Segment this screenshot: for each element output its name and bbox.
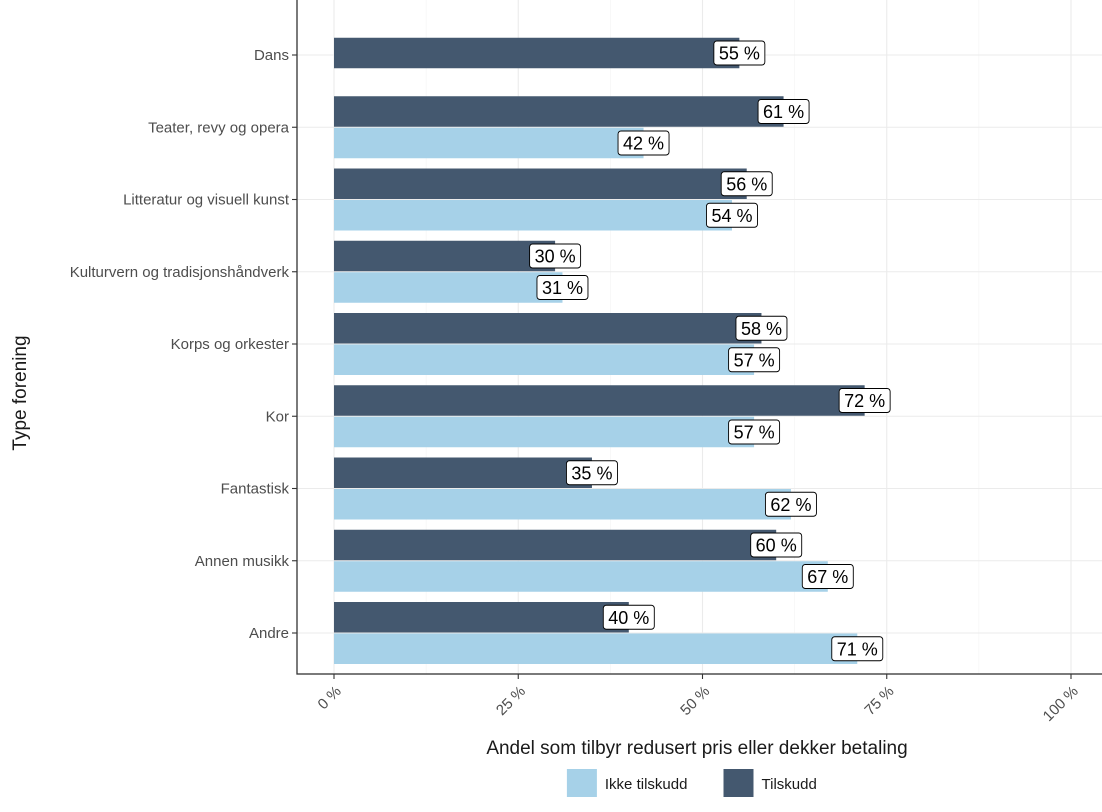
bar-tilskudd <box>334 37 740 69</box>
bar-tilskudd <box>334 457 592 488</box>
y-tick-label: Kor <box>266 408 289 425</box>
data-label-box <box>801 564 854 589</box>
legend-item: Ikke tilskudd <box>566 769 688 797</box>
x-tick-label: 100 % <box>1040 683 1082 725</box>
bar-ikke-tilskudd <box>334 200 732 231</box>
data-label-ikke-tilskudd: 62 % <box>764 491 817 517</box>
data-label-box <box>757 99 810 124</box>
data-label-text: 35 % <box>571 463 612 483</box>
bar-ikke-tilskudd <box>334 633 858 664</box>
legend-swatch <box>723 769 754 797</box>
data-label-text: 57 % <box>734 350 775 370</box>
data-label-tilskudd: 60 % <box>750 532 803 558</box>
x-axis-title: Andel som tilbyr redusert pris eller dek… <box>486 738 907 759</box>
y-tick-label: Dans <box>254 47 289 64</box>
bar-ikke-tilskudd <box>334 416 755 448</box>
bar-tilskudd <box>334 313 762 344</box>
data-label-box <box>735 315 788 341</box>
data-label-box <box>706 202 758 228</box>
data-label-text: 71 % <box>837 639 878 659</box>
data-label-tilskudd: 56 % <box>720 171 773 197</box>
bar-tilskudd <box>334 240 556 272</box>
data-label-text: 31 % <box>542 278 583 298</box>
bar-tilskudd <box>334 168 747 199</box>
data-label-tilskudd: 55 % <box>713 40 766 66</box>
y-axis: Dans Teater, revy og opera Litteratur og v… <box>70 47 297 642</box>
bar-ikke-tilskudd <box>334 127 644 159</box>
y-tick-label: Fantastisk <box>221 481 290 498</box>
x-tick-label: 50 % <box>677 683 713 719</box>
data-label-text: 42 % <box>623 134 664 154</box>
data-label-box <box>617 130 670 156</box>
data-label-tilskudd: 30 % <box>529 243 582 269</box>
bar-tilskudd <box>334 96 784 127</box>
data-label-box <box>750 532 803 558</box>
data-label-ikke-tilskudd: 42 % <box>617 130 670 156</box>
data-label-text: 55 % <box>719 44 760 64</box>
x-tick-label: 75 % <box>861 683 897 719</box>
data-label-ikke-tilskudd: 57 % <box>728 347 781 373</box>
y-tick-label: Teater, revy og opera <box>148 119 290 136</box>
data-label-text: 67 % <box>807 567 848 587</box>
data-label-tilskudd: 35 % <box>566 460 618 486</box>
data-label-text: 56 % <box>726 174 767 194</box>
data-label-text: 72 % <box>844 391 885 411</box>
x-tick-label: 0 % <box>315 683 345 713</box>
y-tick-label: Annen musikk <box>195 553 290 570</box>
bar-ikke-tilskudd <box>334 272 563 303</box>
y-tick-label: Kulturvern og tradisjonshåndverk <box>70 264 290 281</box>
data-label-box <box>838 388 891 413</box>
legend: Ikke tilskudd Tilskudd <box>566 769 817 797</box>
x-tick-label: 25 % <box>493 683 529 719</box>
data-label-text: 40 % <box>608 608 649 628</box>
data-label-box <box>536 275 589 300</box>
data-label-tilskudd: 61 % <box>757 99 810 124</box>
data-label-box <box>728 419 781 445</box>
bars <box>334 37 865 664</box>
legend-label: Ikke tilskudd <box>605 776 688 793</box>
data-label-box <box>602 604 655 630</box>
data-label-text: 30 % <box>535 247 576 267</box>
data-label-text: 62 % <box>770 495 811 515</box>
data-label-box <box>831 636 884 662</box>
data-label-text: 60 % <box>756 536 797 556</box>
y-tick-label: Korps og orkester <box>171 336 289 353</box>
data-label-ikke-tilskudd: 71 % <box>831 636 884 662</box>
data-label-text: 61 % <box>763 102 804 122</box>
data-label-ikke-tilskudd: 57 % <box>728 419 781 445</box>
data-label-text: 54 % <box>711 206 752 226</box>
data-label-tilskudd: 72 % <box>838 388 891 413</box>
bar-tilskudd <box>334 529 777 561</box>
data-label-box <box>764 491 817 517</box>
bar-tilskudd <box>334 602 629 633</box>
legend-item: Tilskudd <box>723 769 817 797</box>
legend-swatch <box>566 769 597 797</box>
data-label-box <box>720 171 773 197</box>
bar-ikke-tilskudd <box>334 344 755 375</box>
legend-label: Tilskudd <box>762 776 817 793</box>
data-labels: 55 % 61 % 42 % 56 % 54 % 30 % 31 % 58 % 57 % 72 %… <box>529 40 891 662</box>
x-axis: 0 % 25 % 50 % 75 % 100 % <box>315 674 1082 725</box>
data-label-box <box>566 460 618 486</box>
data-label-box <box>529 243 582 269</box>
data-label-tilskudd: 40 % <box>602 604 655 630</box>
plot-border <box>296 0 1102 675</box>
data-label-text: 57 % <box>734 423 775 443</box>
bar-tilskudd <box>334 385 865 416</box>
y-axis-title: Type forening <box>10 335 31 450</box>
data-label-text: 58 % <box>741 319 782 339</box>
data-label-ikke-tilskudd: 54 % <box>706 202 758 228</box>
data-label-tilskudd: 58 % <box>735 315 788 341</box>
y-tick-label: Andre <box>249 625 289 642</box>
data-label-ikke-tilskudd: 67 % <box>801 564 854 589</box>
data-label-ikke-tilskudd: 31 % <box>536 275 589 300</box>
y-tick-label: Litteratur og visuell kunst <box>123 192 290 209</box>
data-label-box <box>713 40 766 66</box>
bar-ikke-tilskudd <box>334 489 791 520</box>
data-label-box <box>728 347 781 373</box>
bar-ikke-tilskudd <box>334 561 828 592</box>
